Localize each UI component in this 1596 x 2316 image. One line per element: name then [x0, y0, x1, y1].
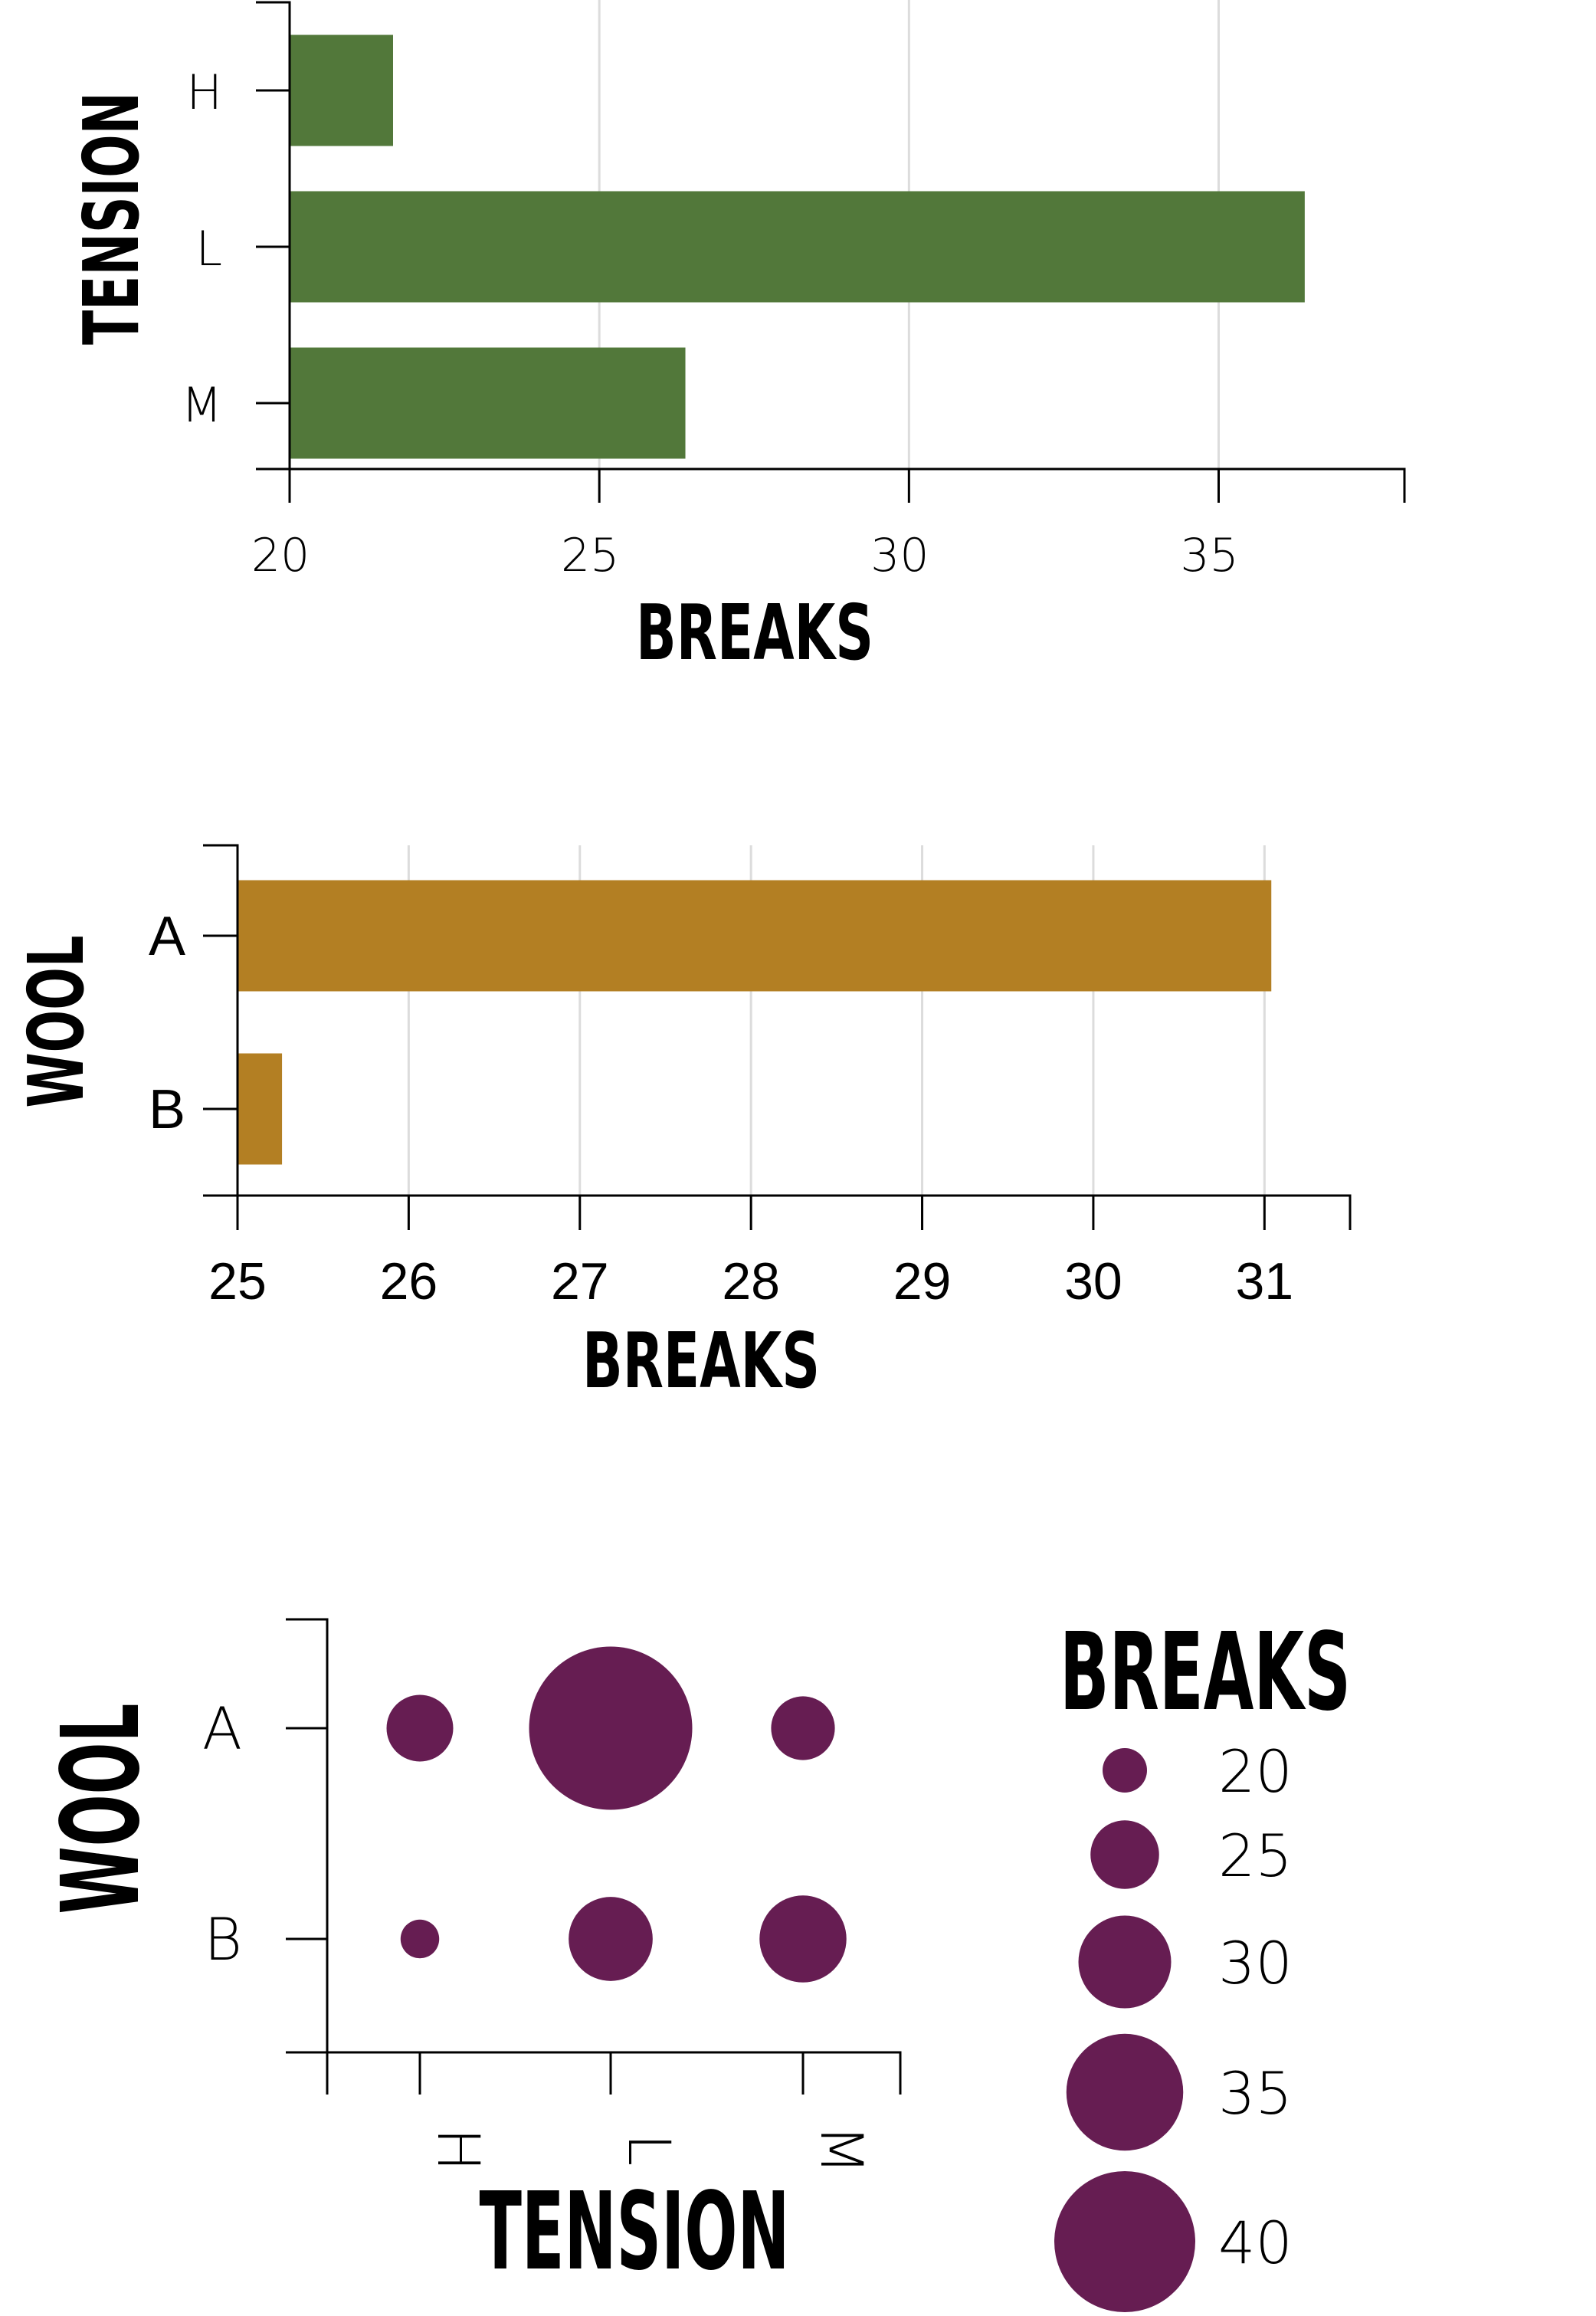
legend-title: BREAKS [1060, 1610, 1351, 1735]
tick-label-x-27: 27 [551, 1252, 609, 1311]
y-axis [203, 844, 239, 1197]
tick-label-y-l: L [195, 221, 222, 277]
tick-label-y-a: A [149, 906, 185, 967]
tick-label-x-m: M [808, 2124, 876, 2175]
y-axis [256, 1, 291, 471]
x-axis [288, 467, 1406, 503]
tick-label-x-28: 28 [722, 1252, 780, 1311]
x-axis-title: TENSION [480, 2170, 790, 2295]
tick-label-y-h: H [186, 64, 222, 120]
tick-label-x-h: H [424, 2127, 493, 2171]
tick-label-x-26: 26 [380, 1252, 438, 1311]
tick-label-y-b: B [204, 1905, 242, 1973]
bubble-b-m [759, 1895, 847, 1983]
tick-label-x-25: 25 [561, 529, 619, 582]
bar-h [290, 34, 393, 146]
bubble-b-h [400, 1919, 440, 1959]
tick-label-x-20: 20 [251, 529, 310, 582]
legend-label-40: 40 [1218, 2209, 1293, 2277]
legend-bubble-35 [1066, 2033, 1184, 2151]
tick-label-y-b: B [149, 1079, 185, 1140]
bar-m [290, 347, 686, 459]
tick-label-x-30: 30 [1064, 1252, 1122, 1311]
tick-label-x-30: 30 [870, 529, 929, 582]
legend-label-30: 30 [1218, 1929, 1293, 1997]
y-axis-title: WOOL [39, 1704, 164, 1914]
tick-label-y-a: A [202, 1694, 242, 1763]
legend-bubble-40 [1054, 2171, 1195, 2312]
x-axis [326, 2051, 902, 2095]
legend-label-35: 35 [1218, 2059, 1293, 2127]
bubble-a-m [771, 1696, 835, 1760]
bubble-b-l [569, 1897, 653, 1981]
legend-label-20: 20 [1218, 1737, 1293, 1806]
bar-l [290, 191, 1305, 303]
x-axis-title: BREAKS [636, 588, 873, 677]
wool-bar-chart: A B 25 26 27 28 29 30 31 BREAKS WOOL [11, 844, 1352, 1406]
legend-label-25: 25 [1218, 1822, 1293, 1890]
bar-a [238, 880, 1272, 992]
x-axis [236, 1194, 1352, 1230]
bubble-a-h [386, 1694, 454, 1762]
tension-bar-chart: H L M 20 25 30 35 BREAKS TENSION [67, 0, 1406, 677]
legend-bubble-20 [1103, 1748, 1147, 1793]
y-axis [286, 1618, 329, 2054]
bubble-a-l [529, 1646, 693, 1810]
tick-label-x-31: 31 [1235, 1252, 1293, 1311]
bar-b [238, 1053, 283, 1165]
y-axis-title: WOOL [11, 936, 101, 1108]
legend-bubble-30 [1078, 1915, 1172, 2009]
tick-label-x-29: 29 [893, 1252, 952, 1311]
legend-bubble-25 [1090, 1820, 1159, 1889]
tick-label-x-l: L [615, 2134, 683, 2166]
y-axis-title: TENSION [67, 92, 156, 345]
tick-label-x-35: 35 [1180, 529, 1238, 582]
tick-label-x-25: 25 [208, 1252, 267, 1311]
x-axis-title: BREAKS [582, 1316, 820, 1406]
tick-label-y-m: M [182, 377, 223, 433]
